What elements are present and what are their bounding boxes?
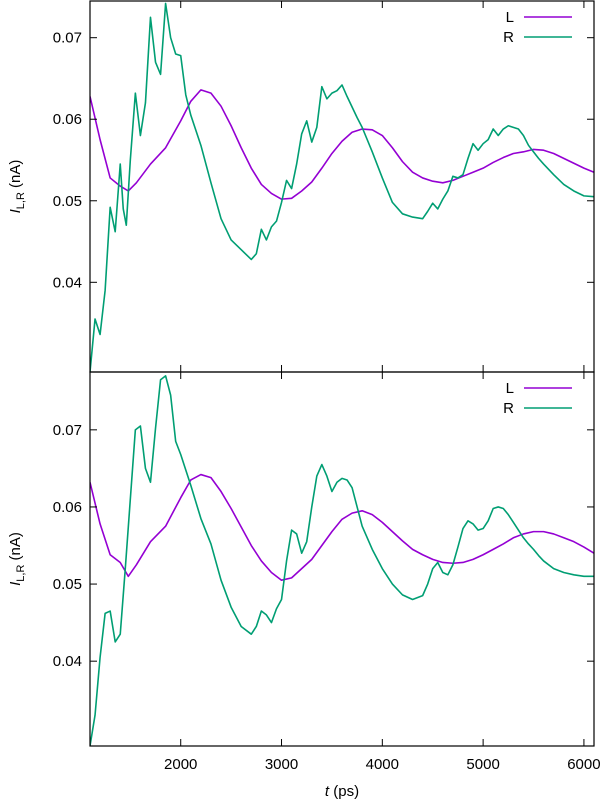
y-tick-label: 0.05 — [53, 193, 82, 210]
y-axis-label-sub: L,R — [15, 192, 27, 209]
bottom-panel: 0.04 0.05 0.06 0.07 2000 3000 4000 5000 6000 IL,R… — [7, 371, 601, 773]
y-axis-label: IL,R (nA) — [7, 532, 27, 586]
x-tick-label: 2000 — [164, 756, 197, 773]
y-tick-label: 0.04 — [53, 274, 82, 291]
top-panel: 0.04 0.05 0.06 0.07 IL,R (nA) LR — [7, 0, 595, 373]
legend-label-L: L — [506, 9, 514, 26]
series-line-L — [90, 89, 594, 200]
y-tick-label: 0.04 — [53, 653, 82, 670]
plot-frame — [89, 371, 595, 747]
legend-label-R: R — [503, 400, 514, 417]
series-line-R — [90, 2, 594, 372]
y-axis-label-main: I — [7, 209, 24, 213]
x-axis-label-main: t — [325, 783, 330, 800]
y-tick-label: 0.07 — [53, 30, 82, 47]
y-axis-label-main: I — [7, 582, 24, 586]
y-tick-label: 0.07 — [53, 422, 82, 439]
x-axis-label-unit: (ps) — [329, 783, 359, 800]
y-tick-label: 0.06 — [53, 111, 82, 128]
series-line-R — [90, 375, 594, 746]
x-tick-label: 4000 — [366, 756, 399, 773]
x-tick-label: 5000 — [466, 756, 499, 773]
y-tick-label: 0.06 — [53, 499, 82, 516]
series-line-L — [90, 473, 594, 582]
x-axis-label-text: t (ps) — [325, 783, 359, 800]
y-axis-label-unit: (nA) — [7, 532, 24, 565]
y-axis-label-sub: L,R — [15, 565, 27, 582]
x-tick-label: 3000 — [265, 756, 298, 773]
plot-frame — [89, 0, 595, 373]
y-axis-label: IL,R (nA) — [7, 160, 27, 214]
x-axis-label: t (ps) — [325, 783, 359, 800]
x-tick-label: 6000 — [567, 756, 600, 773]
y-tick-label: 0.05 — [53, 576, 82, 593]
legend-label-R: R — [503, 29, 514, 46]
legend-label-L: L — [506, 380, 514, 397]
y-axis-label-unit: (nA) — [7, 160, 24, 193]
